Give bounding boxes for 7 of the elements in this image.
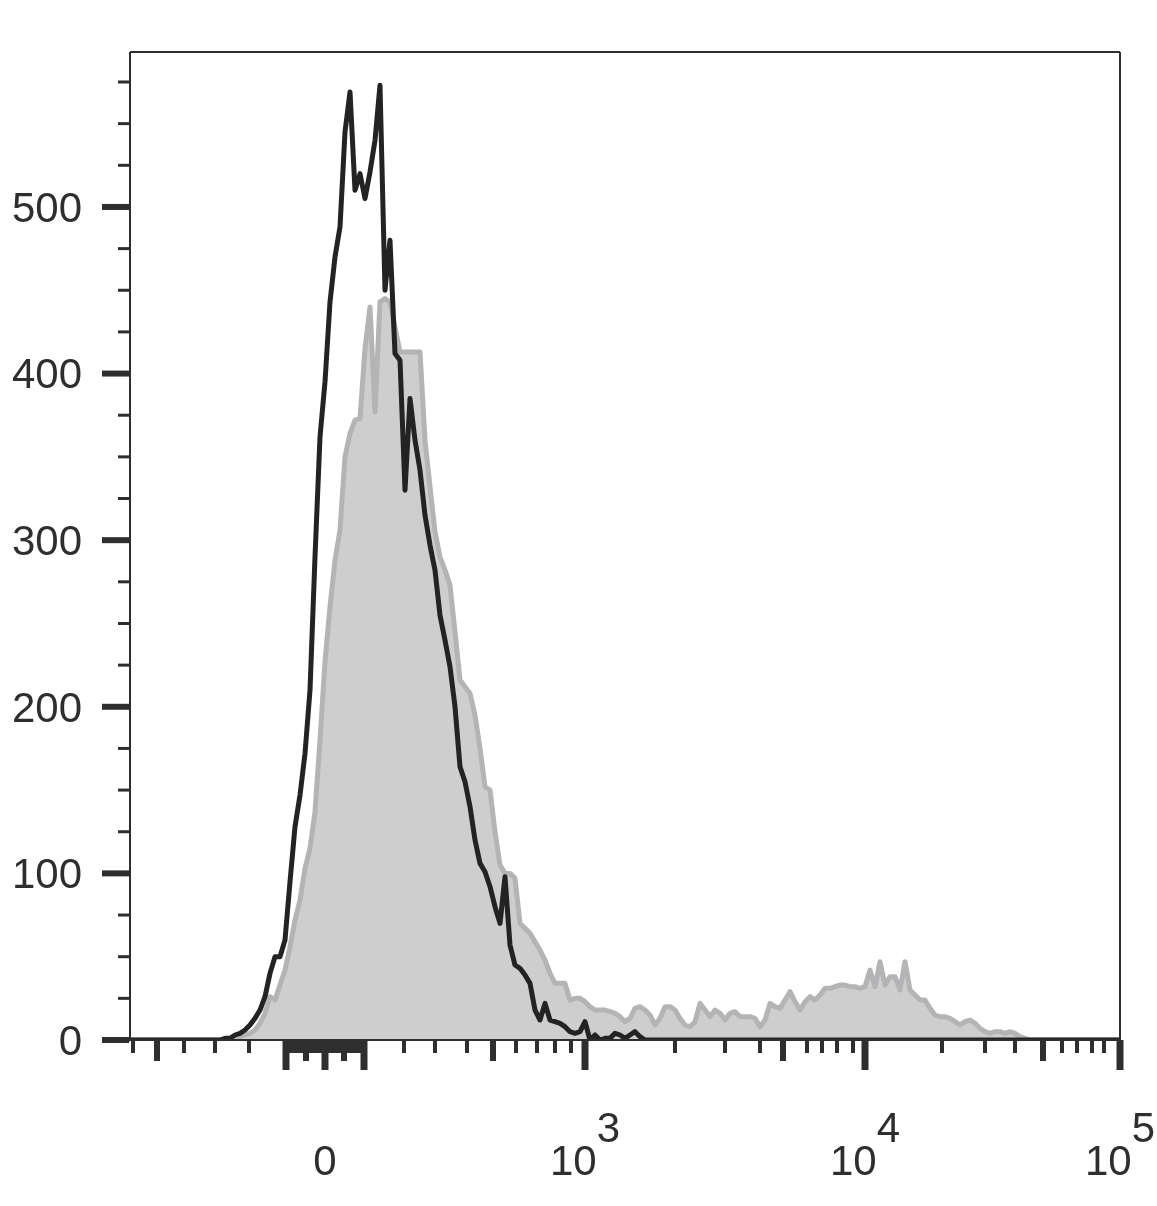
y-tick-label: 500 — [11, 183, 82, 231]
y-tick-label: 0 — [58, 1016, 82, 1064]
y-tick-label: 100 — [11, 850, 82, 898]
x-tick-label: 0 — [313, 1137, 337, 1184]
y-tick-label: 300 — [11, 517, 82, 565]
y-tick-label: 400 — [11, 350, 82, 398]
y-tick-label: 200 — [11, 683, 82, 731]
